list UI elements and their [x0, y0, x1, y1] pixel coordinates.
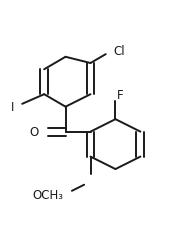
Text: F: F	[117, 88, 124, 101]
Text: I: I	[10, 101, 14, 114]
Text: O: O	[30, 126, 39, 138]
Text: OCH₃: OCH₃	[33, 188, 64, 201]
Text: Cl: Cl	[114, 45, 125, 58]
